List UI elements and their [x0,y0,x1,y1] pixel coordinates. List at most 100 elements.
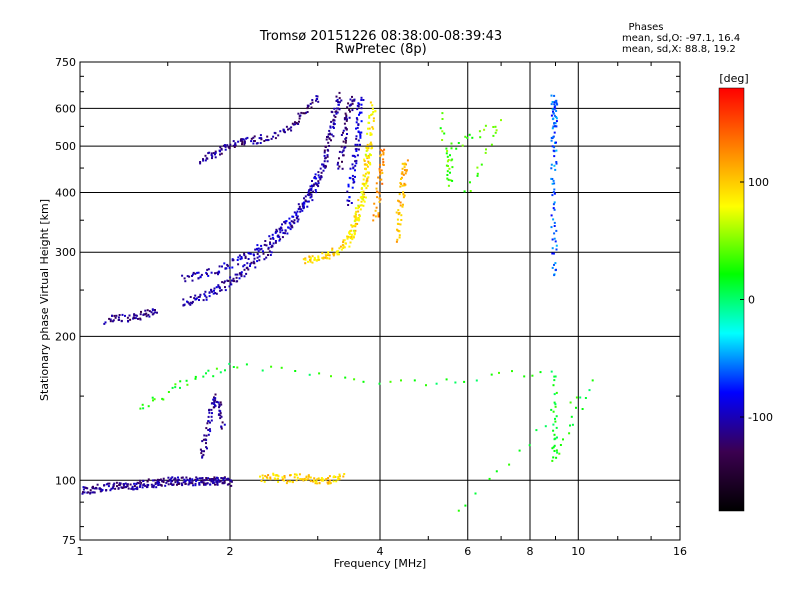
data-point [523,375,526,378]
data-point [317,255,320,258]
data-point [205,372,207,375]
data-point [476,166,479,169]
data-point [325,138,328,141]
data-point [209,421,211,424]
data-point [379,198,382,201]
data-point [446,170,449,173]
data-point [154,311,157,314]
data-point [370,154,372,157]
data-point [181,484,184,487]
data-point [236,280,239,283]
data-point [369,161,371,164]
chart-subtitle: RwPretec (8p) [335,42,426,57]
data-point [303,112,306,115]
data-point [357,105,360,108]
data-point [553,225,556,227]
data-point [113,314,116,317]
data-point [218,403,221,406]
data-point [194,484,197,487]
data-point [195,297,198,300]
data-point [213,289,215,292]
data-point [272,473,275,476]
data-point [256,142,259,145]
data-point [96,483,99,486]
data-point [86,487,89,490]
data-point [342,154,345,157]
data-point [446,150,449,152]
data-point [258,259,261,262]
data-point [304,195,307,198]
data-point [201,456,204,459]
data-point [203,450,205,453]
data-point [269,476,272,479]
data-point [346,106,349,109]
data-point [439,127,442,130]
data-point [446,155,449,158]
data-point [154,483,157,486]
data-point [313,477,316,480]
data-point [317,100,320,103]
y-tick-label: 500 [55,140,76,153]
data-point [210,271,213,274]
data-point [309,476,312,479]
data-point [317,182,320,185]
data-point [362,174,365,177]
data-point [281,236,284,239]
data-point [554,104,557,107]
data-point [223,481,226,484]
data-point [268,250,271,253]
data-point [156,480,159,483]
data-point [82,491,84,494]
data-point [194,377,197,380]
data-point [359,204,362,207]
data-point [318,372,321,375]
data-point [309,258,312,261]
data-point [141,486,144,489]
data-point [337,476,340,478]
data-point [304,257,307,260]
data-point [204,438,207,441]
data-point [293,476,296,479]
data-point [233,280,235,283]
data-point [256,253,259,255]
data-point [371,113,374,116]
data-point [379,153,382,156]
data-point [134,317,137,320]
data-point [441,139,444,141]
data-point [205,482,207,485]
data-point [156,311,158,314]
data-point [299,210,302,213]
data-point [342,129,345,132]
data-point [259,475,261,478]
data-point [366,184,369,187]
data-point [367,172,370,175]
data-point [575,396,578,399]
data-point [191,302,194,305]
data-point [361,196,363,198]
data-point [360,131,363,134]
data-point [284,232,286,235]
data-point [236,366,239,369]
data-point [324,156,327,159]
y-tick-label: 200 [55,330,76,343]
data-point [283,475,286,477]
data-point [220,148,223,151]
data-point [441,112,444,115]
data-point [212,292,215,295]
data-point [327,133,330,136]
data-point [307,478,310,481]
data-point [483,128,486,131]
data-point [446,177,449,180]
data-point [351,100,354,103]
data-point [361,187,363,190]
data-point [252,260,255,263]
data-point [224,148,227,151]
data-point [229,143,232,146]
data-point [210,478,213,481]
data-point [551,127,554,130]
data-point [342,149,345,152]
data-point [185,379,188,382]
data-point [403,194,406,197]
data-point [495,129,498,132]
data-point [228,285,231,288]
